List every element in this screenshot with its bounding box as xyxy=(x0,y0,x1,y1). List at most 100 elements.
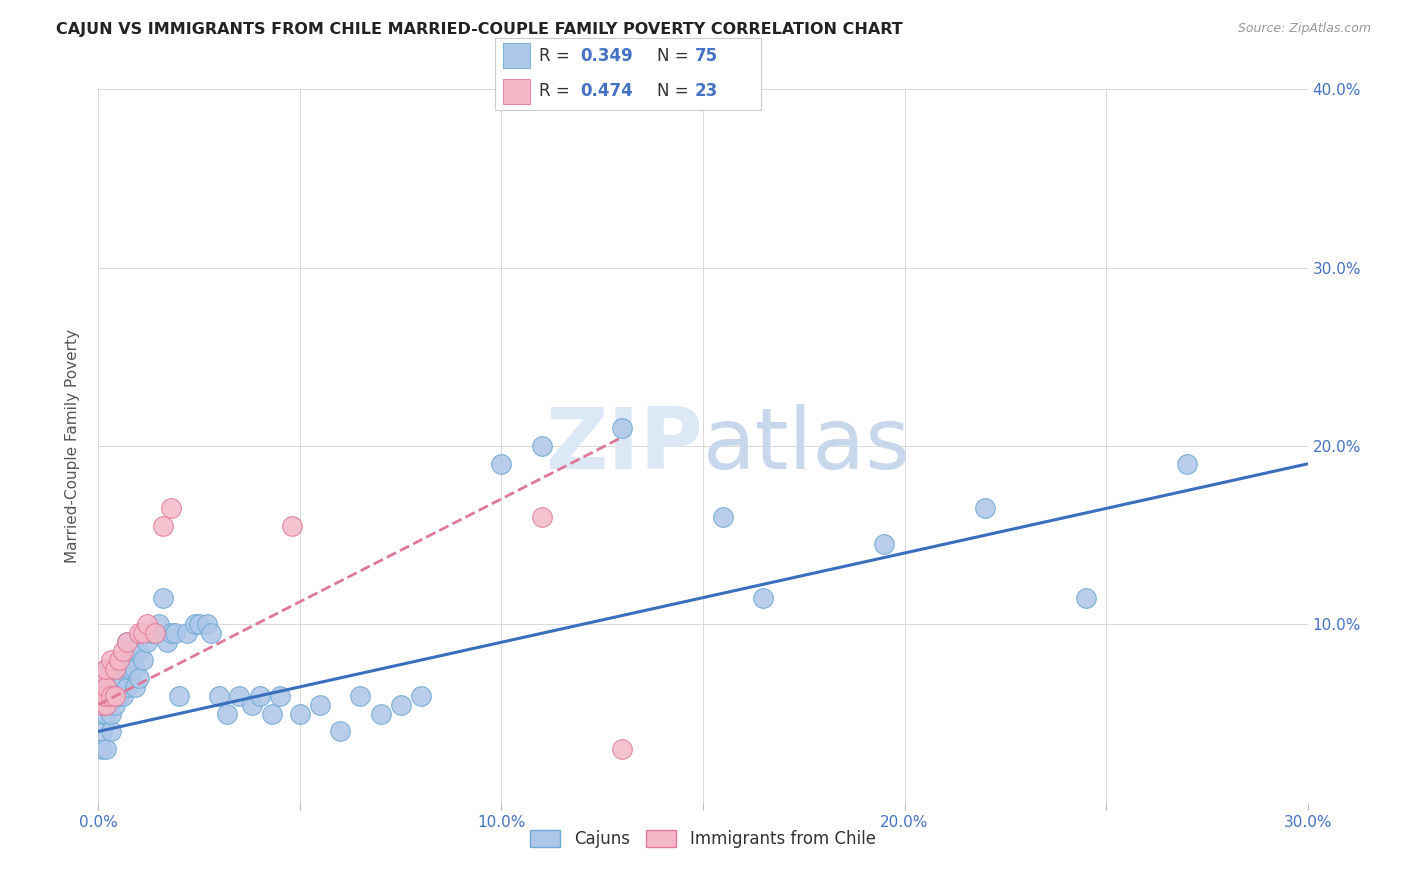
Point xyxy=(96,680,118,694)
Text: R =: R = xyxy=(538,46,575,65)
Point xyxy=(152,591,174,605)
Point xyxy=(96,671,118,685)
Point xyxy=(100,689,122,703)
Point xyxy=(163,626,186,640)
Point xyxy=(111,689,134,703)
Point xyxy=(120,644,142,658)
Point xyxy=(152,519,174,533)
Point xyxy=(260,706,283,721)
Point xyxy=(309,698,332,712)
Point xyxy=(176,626,198,640)
Point xyxy=(143,626,166,640)
Point xyxy=(103,662,125,676)
Point xyxy=(128,644,150,658)
Text: CAJUN VS IMMIGRANTS FROM CHILE MARRIED-COUPLE FAMILY POVERTY CORRELATION CHART: CAJUN VS IMMIGRANTS FROM CHILE MARRIED-C… xyxy=(56,22,903,37)
Point xyxy=(491,457,513,471)
Point xyxy=(208,689,231,703)
Point xyxy=(160,501,183,516)
Point xyxy=(409,689,432,703)
Point xyxy=(96,662,118,676)
Point xyxy=(91,706,114,721)
Text: 0.349: 0.349 xyxy=(579,46,633,65)
Point xyxy=(188,617,211,632)
Point xyxy=(91,698,114,712)
Text: 0.474: 0.474 xyxy=(579,82,633,101)
Point xyxy=(100,671,122,685)
Point xyxy=(91,742,114,756)
Point xyxy=(139,626,162,640)
Point xyxy=(612,421,634,435)
Point xyxy=(128,671,150,685)
Text: R =: R = xyxy=(538,82,575,101)
Point xyxy=(974,501,997,516)
Point xyxy=(288,706,311,721)
Point xyxy=(111,653,134,667)
Point xyxy=(124,680,146,694)
Point xyxy=(143,626,166,640)
Point xyxy=(107,680,129,694)
Point xyxy=(711,510,734,524)
Text: ZIP: ZIP xyxy=(546,404,703,488)
Point xyxy=(111,671,134,685)
Point xyxy=(120,662,142,676)
Point xyxy=(96,742,118,756)
Point xyxy=(100,680,122,694)
Point xyxy=(100,689,122,703)
Point xyxy=(200,626,222,640)
Point xyxy=(249,689,271,703)
Point xyxy=(91,671,114,685)
Point xyxy=(281,519,304,533)
Point xyxy=(103,698,125,712)
Point xyxy=(96,706,118,721)
Point xyxy=(103,689,125,703)
Point xyxy=(115,662,138,676)
Point xyxy=(100,706,122,721)
Point xyxy=(156,635,179,649)
Text: Source: ZipAtlas.com: Source: ZipAtlas.com xyxy=(1237,22,1371,36)
Point xyxy=(1175,457,1198,471)
Point xyxy=(103,662,125,676)
Point xyxy=(135,635,157,649)
Point xyxy=(91,698,114,712)
Point xyxy=(389,698,412,712)
Point xyxy=(91,671,114,685)
Point xyxy=(91,724,114,739)
Point xyxy=(103,689,125,703)
Point xyxy=(124,662,146,676)
Point xyxy=(107,662,129,676)
Point xyxy=(349,689,371,703)
Point xyxy=(1074,591,1097,605)
Point xyxy=(873,537,896,551)
Point xyxy=(228,689,250,703)
Text: 75: 75 xyxy=(695,46,718,65)
Point xyxy=(135,617,157,632)
Point xyxy=(240,698,263,712)
Point xyxy=(148,617,170,632)
FancyBboxPatch shape xyxy=(495,38,761,110)
Point xyxy=(91,680,114,694)
Point xyxy=(329,724,352,739)
Point xyxy=(184,617,207,632)
Point xyxy=(100,653,122,667)
Point xyxy=(530,510,553,524)
Point xyxy=(160,626,183,640)
Point xyxy=(195,617,218,632)
Point xyxy=(111,644,134,658)
Point xyxy=(100,724,122,739)
Point xyxy=(96,689,118,703)
Point xyxy=(96,698,118,712)
Legend: Cajuns, Immigrants from Chile: Cajuns, Immigrants from Chile xyxy=(523,823,883,855)
Point xyxy=(370,706,392,721)
Point xyxy=(217,706,239,721)
Point xyxy=(167,689,190,703)
Point xyxy=(115,680,138,694)
FancyBboxPatch shape xyxy=(503,78,530,104)
Point xyxy=(103,680,125,694)
Point xyxy=(91,689,114,703)
Point xyxy=(96,689,118,703)
Y-axis label: Married-Couple Family Poverty: Married-Couple Family Poverty xyxy=(65,329,80,563)
Point xyxy=(752,591,775,605)
FancyBboxPatch shape xyxy=(503,44,530,69)
Text: atlas: atlas xyxy=(703,404,911,488)
Point xyxy=(107,689,129,703)
